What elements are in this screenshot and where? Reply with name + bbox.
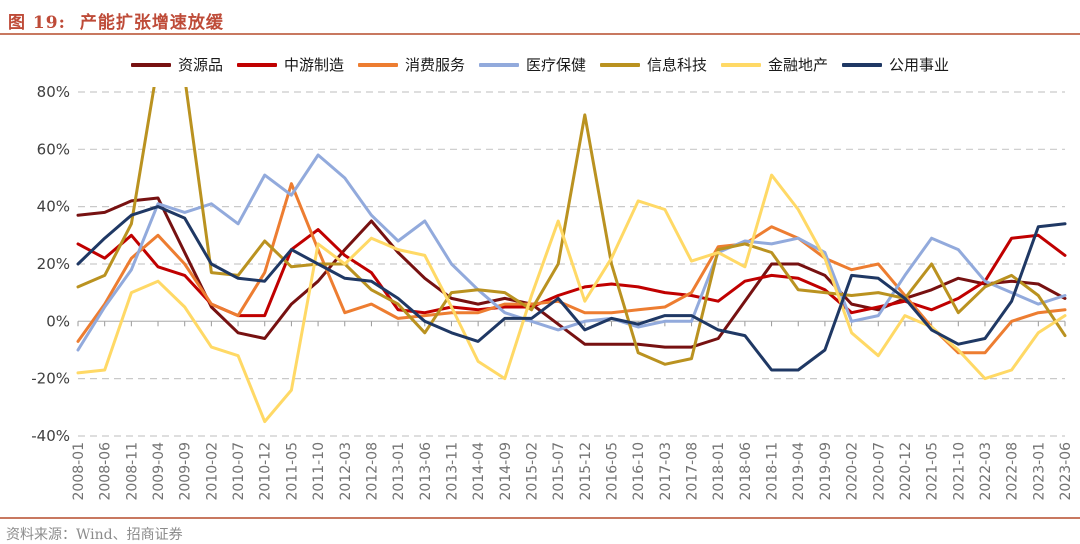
legend-swatch-icon — [842, 62, 883, 67]
svg-text:40%: 40% — [37, 198, 70, 216]
svg-text:2022-03: 2022-03 — [978, 442, 994, 501]
figure-title-text: 产能扩张增速放缓 — [79, 13, 224, 33]
svg-text:2013-11: 2013-11 — [444, 442, 460, 501]
svg-text:2018-11: 2018-11 — [765, 442, 781, 501]
y-axis-labels: 80% 60% 40% 20% 0% -20% -40% — [31, 83, 70, 445]
svg-text:2021-05: 2021-05 — [925, 442, 941, 501]
svg-text:2019-04: 2019-04 — [791, 442, 807, 501]
svg-text:2020-02: 2020-02 — [845, 442, 861, 501]
series-line-5-金融地产 — [76, 173, 1067, 424]
svg-text:2020-07: 2020-07 — [871, 442, 887, 501]
svg-text:2015-07: 2015-07 — [551, 442, 567, 501]
svg-text:2008-01: 2008-01 — [71, 442, 87, 501]
legend-label: 资源品 — [177, 56, 223, 74]
legend-swatch-icon — [236, 62, 277, 67]
svg-text:2016-10: 2016-10 — [631, 442, 647, 501]
data-source: 资料来源：Wind、招商证券 — [6, 527, 183, 543]
svg-text:2016-05: 2016-05 — [605, 442, 621, 501]
svg-text:2012-08: 2012-08 — [364, 442, 380, 501]
figure-number: 图 19: — [8, 13, 66, 33]
series-line-4-信息科技 — [76, 87, 1067, 366]
footer-divider — [0, 517, 1080, 519]
legend-label: 公用事业 — [889, 56, 950, 74]
svg-text:2018-01: 2018-01 — [711, 442, 727, 501]
series-lines — [76, 87, 1067, 424]
legend-label: 消费服务 — [404, 56, 465, 74]
svg-text:2012-03: 2012-03 — [338, 442, 354, 501]
legend-item-2: 消费服务 — [357, 54, 465, 75]
svg-text:2023-01: 2023-01 — [1031, 442, 1047, 501]
svg-text:2015-02: 2015-02 — [524, 442, 540, 501]
line-chart: 80%60%40%20%0%-20%-40%2008-01 2008-06 2008… — [31, 83, 1074, 501]
svg-text:80%: 80% — [37, 83, 70, 101]
svg-text:2017-08: 2017-08 — [685, 442, 701, 501]
legend-item-6: 公用事业 — [842, 54, 949, 75]
svg-text:-40%: -40% — [31, 427, 70, 445]
legend-label: 信息科技 — [647, 56, 708, 74]
legend-item-3: 医疗保健 — [478, 54, 586, 75]
svg-text:2009-04: 2009-04 — [151, 442, 167, 501]
svg-text:60%: 60% — [37, 140, 70, 158]
x-axis-labels: 2008-01 2008-06 2008-11 2009-04 2009-09 2010-… — [71, 442, 1074, 501]
svg-text:2019-09: 2019-09 — [818, 442, 834, 501]
legend-label: 医疗保健 — [525, 56, 586, 74]
svg-text:2013-06: 2013-06 — [418, 442, 434, 501]
series-line-2-消费服务 — [76, 182, 1067, 355]
series-line-3-医疗保健 — [76, 153, 1067, 352]
legend-label: 金融地产 — [768, 56, 829, 74]
series-line-0-资源品 — [76, 196, 1067, 349]
svg-text:2014-09: 2014-09 — [498, 442, 514, 501]
svg-text:2013-01: 2013-01 — [391, 442, 407, 501]
svg-text:2017-03: 2017-03 — [658, 442, 674, 501]
legend-item-0: 资源品 — [130, 54, 223, 75]
series-line-6-公用事业 — [76, 205, 1067, 372]
svg-text:2010-12: 2010-12 — [258, 442, 274, 501]
svg-text:2021-10: 2021-10 — [951, 442, 967, 501]
svg-text:2022-08: 2022-08 — [1005, 442, 1021, 501]
legend-swatch-icon — [357, 62, 398, 67]
svg-text:-20%: -20% — [31, 370, 70, 388]
svg-text:2014-04: 2014-04 — [471, 442, 487, 501]
title-divider — [0, 33, 1080, 35]
svg-text:2011-10: 2011-10 — [311, 442, 327, 501]
legend-swatch-icon — [478, 62, 519, 67]
svg-text:2010-02: 2010-02 — [204, 442, 220, 501]
legend-swatch-icon — [600, 62, 640, 67]
svg-text:2010-07: 2010-07 — [231, 442, 247, 501]
svg-text:2015-12: 2015-12 — [578, 442, 594, 501]
svg-text:2011-05: 2011-05 — [284, 442, 300, 501]
svg-text:2009-09: 2009-09 — [178, 442, 194, 501]
svg-text:0%: 0% — [46, 312, 70, 330]
svg-text:2008-11: 2008-11 — [124, 442, 140, 501]
svg-text:2018-06: 2018-06 — [738, 442, 754, 501]
svg-text:2008-06: 2008-06 — [98, 442, 114, 501]
legend-label: 中游制造 — [283, 56, 344, 74]
legend-swatch-icon — [721, 62, 762, 67]
chart-legend: 资源品 中游制造 消费服务 医疗保健 信息科技 金融地产 公用事业 — [40, 54, 1040, 75]
svg-text:20%: 20% — [37, 255, 70, 273]
series-line-1-中游制造 — [76, 228, 1067, 318]
svg-text:2020-12: 2020-12 — [898, 442, 914, 501]
figure-title: 图 19: 产能扩张增速放缓 — [8, 8, 224, 33]
legend-swatch-icon — [130, 62, 171, 67]
legend-item-4: 信息科技 — [600, 54, 707, 75]
legend-item-5: 金融地产 — [721, 54, 828, 75]
svg-text:2023-06: 2023-06 — [1058, 442, 1074, 501]
legend-item-1: 中游制造 — [236, 54, 344, 75]
